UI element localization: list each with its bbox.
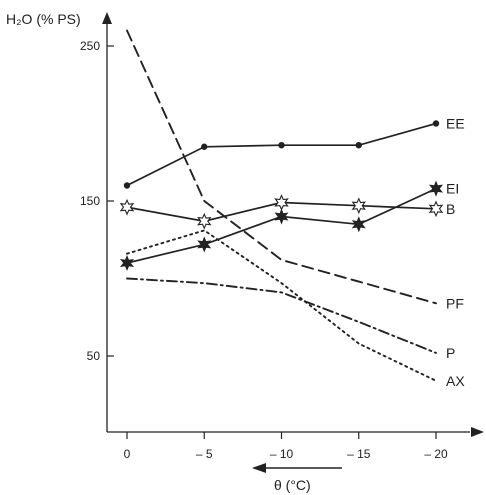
series-ee: EE — [124, 116, 465, 189]
x-direction-arrow-icon — [252, 463, 266, 473]
data-point — [121, 256, 133, 270]
data-point — [356, 142, 362, 148]
axes — [102, 12, 484, 437]
y-tick-label: 150 — [80, 194, 100, 208]
series-pf: PF — [127, 31, 464, 312]
x-axis-arrow-icon — [471, 427, 484, 437]
y-ticks: 50 150 250 — [80, 39, 114, 363]
series-label-ee: EE — [446, 116, 465, 132]
series-line-pf — [127, 31, 436, 304]
series-label-ax: AX — [446, 373, 465, 389]
data-point — [201, 144, 207, 150]
x-tick-label: – 10 — [270, 447, 294, 461]
y-tick-label: 50 — [87, 349, 101, 363]
series-line-ax — [127, 230, 436, 380]
x-tick-label: – 5 — [196, 447, 213, 461]
y-axis-arrow-icon — [102, 12, 112, 24]
series-label-ei: EI — [446, 181, 459, 197]
x-axis-label: θ (°C) — [274, 477, 311, 493]
series-b: B — [121, 196, 455, 229]
data-point — [278, 142, 284, 148]
series-label-pf: PF — [446, 295, 464, 311]
data-point — [198, 237, 210, 251]
series-label-p: P — [446, 345, 455, 361]
data-point — [124, 182, 130, 188]
x-tick-label: – 20 — [424, 447, 448, 461]
x-tick-label: – 15 — [347, 447, 371, 461]
data-point — [430, 182, 442, 196]
y-axis-label: H₂O (% PS) — [6, 11, 81, 27]
series-label-b: B — [446, 201, 455, 217]
data-point — [433, 120, 439, 126]
series-ax: AX — [127, 230, 465, 388]
y-tick-label: 250 — [80, 39, 100, 53]
series-ei: EI — [121, 181, 459, 270]
x-ticks: 0 – 5 – 10 – 15 – 20 — [124, 432, 448, 461]
series-layer: EE EI B PF P AX — [121, 31, 465, 389]
x-tick-label: 0 — [124, 447, 131, 461]
